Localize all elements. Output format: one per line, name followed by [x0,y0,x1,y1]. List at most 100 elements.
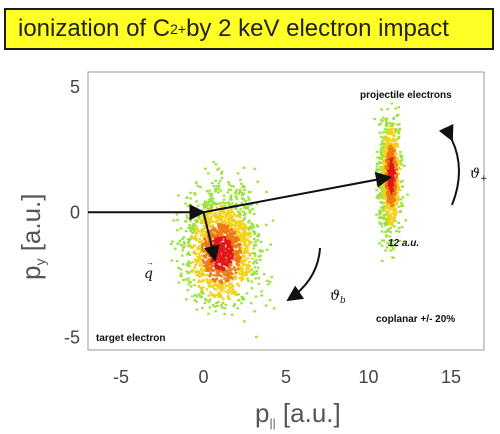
scatter-point [211,197,215,200]
scatter-point [179,227,183,230]
scatter-point [230,251,233,254]
scatter-point [238,190,241,193]
scatter-point [382,162,386,165]
scatter-point [251,273,254,277]
scatter-point [188,265,191,268]
scatter-point [215,271,219,274]
scatter-point [242,251,245,254]
scatter-point [189,281,193,284]
scatter-point [213,296,216,299]
scatter-point [240,298,244,301]
scatter-point [384,189,388,192]
scatter-point [231,244,235,247]
scatter-point [375,150,379,153]
scatter-point [381,189,384,192]
scatter-point [214,228,217,231]
scatter-point [380,216,384,220]
scatter-point [382,209,385,212]
scatter-point [243,244,247,247]
scatter-point [216,260,220,263]
scatter-point [231,254,234,258]
scatter-point [195,231,199,234]
scatter-point [239,266,243,269]
scatter-point [230,225,233,228]
scatter-point [380,108,383,111]
scatter-point [244,234,247,237]
scatter-point [382,131,385,134]
scatter-point [386,216,390,219]
scatter-point [390,203,393,206]
scatter-point [219,287,223,290]
scatter-point [193,192,196,195]
scatter-point [237,259,240,262]
scatter-point [394,129,398,132]
scatter-point [381,161,384,164]
scatter-point [244,212,247,215]
scatter-point [175,260,179,263]
scatter-point [232,305,236,308]
scatter-point [207,200,211,204]
scatter-point [238,188,242,191]
scatter-point [221,306,224,309]
scatter-point [187,262,190,266]
scatter-point [223,282,227,285]
scatter-point [209,216,213,220]
scatter-point [256,239,260,242]
scatter-point [197,253,201,256]
scatter-point [255,270,258,273]
scatter-point [206,280,209,283]
scatter-point [228,240,232,244]
scatter-point [197,280,200,283]
scatter-point [234,250,237,253]
scatter-point [219,223,222,226]
target-electron-label: target electron [96,333,165,344]
scatter-point [217,202,220,205]
scatter-point [187,245,190,248]
scatter-point [385,246,389,249]
scatter-point [254,240,257,243]
scatter-point [203,200,207,203]
scatter-point [217,241,220,244]
scatter-point [248,270,252,273]
scatter-point [214,217,218,220]
scatter-point [215,274,218,277]
scatter-point [386,215,390,218]
scatter-point [219,295,223,298]
scatter-point [221,261,225,264]
scatter-point [394,152,397,155]
scatter-point [200,291,204,294]
scatter-point [212,269,215,272]
scatter-point [225,237,228,240]
scatter-point [225,273,229,276]
scatter-point [244,231,247,234]
scatter-point [220,290,224,293]
scatter-point [225,271,228,274]
scatter-point [217,236,220,239]
scatter-point [226,218,230,221]
scatter-point [389,197,392,200]
scatter-point [191,236,194,239]
scatter-point [215,263,218,266]
scatter-point [393,188,397,191]
scatter-point [209,254,213,257]
scatter-point [221,255,225,258]
scatter-point [226,248,229,252]
q-vector-arrow-mark: → [146,258,154,267]
scatter-point [220,214,223,217]
scatter-point [254,295,258,298]
x-tick-label: 0 [198,367,208,387]
scatter-point [391,219,395,222]
scatter-point [398,160,401,163]
scatter-point [210,267,213,270]
scatter-point [223,268,226,271]
scatter-point [382,205,385,208]
scatter-point [211,224,215,227]
scatter-point [235,230,239,233]
scatter-point [238,255,242,258]
scatter-point [390,157,394,160]
scatter-point [212,229,215,232]
scatter-point [400,202,403,205]
scatter-point [250,223,254,226]
scatter-point [252,230,255,233]
scatter-point [394,244,398,247]
